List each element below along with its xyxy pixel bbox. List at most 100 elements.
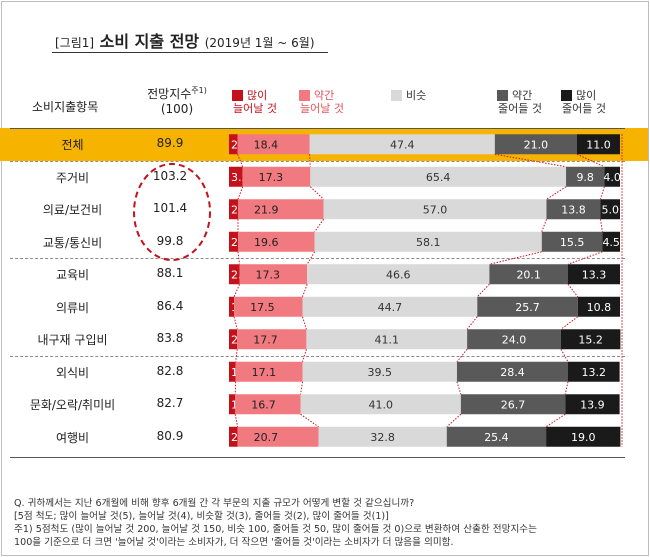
- connector-line: [546, 186, 567, 200]
- bar-value-label: 20.7: [254, 431, 278, 444]
- bar-value-label: 17.1: [252, 366, 277, 379]
- header-separator: [10, 128, 625, 129]
- bar-value-label: 11.0: [586, 138, 611, 151]
- bar-segment: [229, 166, 243, 187]
- bar-segment: [310, 166, 567, 187]
- bar-segment: [494, 134, 577, 155]
- bar-segment: [565, 394, 620, 415]
- category-label: 여행비: [55, 430, 90, 445]
- bar-segment: [489, 264, 568, 285]
- connector-line: [237, 251, 241, 265]
- bar-value-label: 41.0: [368, 398, 393, 411]
- connector-line: [235, 349, 238, 362]
- bar-segment: [602, 231, 620, 252]
- footnote-line: 주1) 5점척도 (많이 늘어날 것 200, 늘어날 것 150, 비슷 10…: [14, 524, 537, 535]
- bar-segment: [307, 264, 490, 285]
- group-separator: [10, 355, 625, 357]
- bar-segment: [460, 394, 566, 415]
- bar-value-label: 9.8: [576, 171, 594, 184]
- index-value: 103.2: [152, 168, 188, 183]
- bar-segment: [229, 231, 238, 252]
- legend-label-3: 약간 줄어들 것: [498, 89, 556, 115]
- legend-label-0: 많이 늘어날 것: [233, 89, 291, 115]
- connector-line: [302, 316, 307, 330]
- connector-line: [456, 348, 468, 363]
- bar-segment: [456, 361, 568, 382]
- connector-line: [541, 219, 547, 232]
- category-label: 외식비: [55, 365, 90, 380]
- bar-segment: [566, 166, 605, 187]
- bar-segment: [314, 231, 542, 252]
- index-value: 99.8: [156, 233, 184, 248]
- bar-segment: [229, 329, 238, 350]
- index-header-base: (100): [160, 102, 194, 116]
- index-value: 89.9: [156, 136, 184, 151]
- index-value: 82.8: [156, 363, 184, 378]
- connector-line: [599, 186, 605, 200]
- bar-segment: [237, 231, 315, 252]
- category-label: 의료/보건비: [42, 203, 103, 218]
- bar-value-label: 15.5: [560, 236, 585, 249]
- legend-swatch-3: [497, 90, 508, 101]
- bar-value-label: 26.7: [501, 398, 526, 411]
- connector-line: [576, 153, 605, 168]
- bar-segment: [576, 134, 620, 155]
- legend-label-line1: 약간: [314, 89, 335, 102]
- bar-segment: [567, 361, 620, 382]
- category-header: 소비지출항목: [32, 100, 99, 114]
- bar-value-label: 21.0: [524, 138, 549, 151]
- bar-value-label: 46.6: [386, 268, 411, 281]
- bar-segment: [541, 231, 603, 252]
- bar-segment: [318, 426, 447, 447]
- bar-value-label: 39.5: [367, 366, 392, 379]
- bar-value-label: 4.5: [602, 236, 620, 249]
- legend-label-line2: 줄어들 것: [562, 102, 606, 115]
- legend-swatch-1: [299, 90, 310, 101]
- bar-segment: [323, 199, 547, 220]
- legend-label-line1: 많이: [247, 89, 268, 102]
- connector-line: [309, 154, 311, 167]
- bar-segment: [229, 199, 238, 220]
- legend-swatch-4: [561, 90, 572, 101]
- connector-line: [560, 316, 579, 330]
- category-label: 교통/통신비: [42, 235, 103, 250]
- bar-segment: [546, 199, 601, 220]
- index-value: 101.4: [152, 201, 188, 216]
- bar-value-label: 21.9: [254, 203, 278, 216]
- bar-value-label: 47.4: [390, 138, 415, 151]
- bar-segment: [546, 426, 621, 447]
- connector-line: [306, 251, 316, 265]
- legend-label-4: 많이 줄어들 것: [562, 89, 620, 115]
- title-underline: [52, 52, 328, 53]
- bar-value-label: 32.8: [370, 431, 395, 444]
- bar-segment: [306, 329, 468, 350]
- bar-segment: [577, 296, 620, 317]
- category-label: 의류비: [55, 300, 90, 315]
- legend-label-line2: 늘어날 것: [233, 102, 277, 115]
- bar-value-label: 18.4: [254, 138, 278, 151]
- index-header: 전망지수주1) (100): [138, 83, 216, 117]
- connector-line: [456, 381, 462, 395]
- bar-value-label: 13.8: [561, 203, 586, 216]
- category-label: 주거비: [55, 170, 90, 185]
- index-value: 83.8: [156, 331, 184, 346]
- bar-value-label: 17.5: [250, 301, 275, 314]
- bar-value-label: 28.4: [500, 366, 525, 379]
- bar-segment: [300, 394, 461, 415]
- bar-segment: [567, 264, 620, 285]
- index-header-label: 전망지수: [147, 87, 192, 101]
- bar-segment: [229, 134, 238, 155]
- bar-segment: [477, 296, 578, 317]
- bar-segment: [234, 296, 303, 317]
- connector-line: [309, 186, 324, 200]
- bar-value-label: 17.3: [259, 171, 284, 184]
- bottom-separator: [10, 457, 625, 458]
- connector-line: [234, 414, 239, 427]
- group-separator: [10, 258, 625, 259]
- index-value: 80.9: [156, 428, 184, 443]
- bar-value-label: 16.7: [251, 398, 275, 411]
- bar-value-label: 57.0: [423, 203, 448, 216]
- bar-value-label: 15.2: [578, 333, 603, 346]
- bar-value-label: 19.6: [254, 236, 278, 249]
- category-label: 문화/오락/취미비: [29, 398, 116, 413]
